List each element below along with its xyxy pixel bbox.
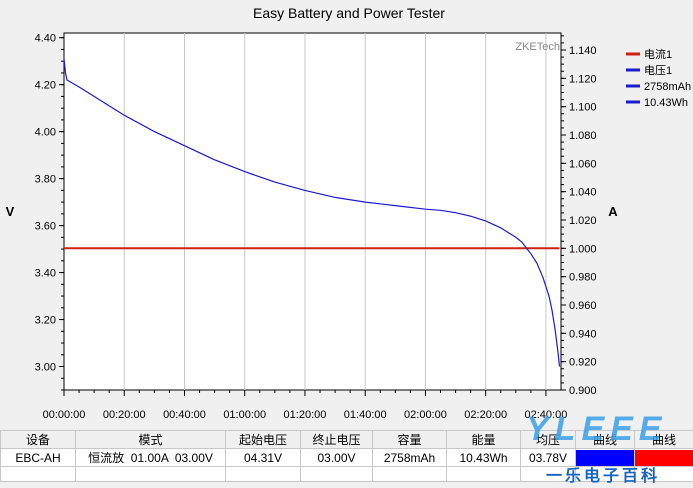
legend-entry: 电流1	[644, 47, 672, 61]
right-tick-label: 1.020	[569, 215, 597, 227]
left-axis: 4.40 4.20 4.00 3.80 3.60 3.40 3.20 3.00	[35, 33, 64, 391]
left-tick-label: 3.80	[35, 174, 56, 186]
plot-area	[63, 32, 562, 391]
header-start-voltage: 起始电压	[225, 430, 301, 449]
right-tick-label: 0.920	[569, 357, 597, 369]
table-row[interactable]: EBC-AH 恒流放 01.00A 03.00V 04.31V 03.00V 2…	[0, 448, 693, 467]
right-tick-label: 1.140	[569, 45, 597, 57]
x-tick-label: 01:20:00	[284, 409, 327, 421]
cell-start-voltage: 04.31V	[225, 448, 301, 467]
header-avg-voltage: 均压	[520, 430, 576, 449]
right-tick-label: 1.040	[569, 187, 597, 199]
x-tick-label: 02:00:00	[404, 409, 447, 421]
x-tick-label: 02:20:00	[464, 409, 507, 421]
x-tick-label: 01:40:00	[344, 409, 387, 421]
right-tick-label: 0.900	[569, 385, 597, 397]
left-tick-label: 4.20	[35, 80, 56, 92]
header-curve-2: 曲线	[634, 430, 693, 449]
cell-energy: 10.43Wh	[446, 448, 521, 467]
header-device: 设备	[0, 430, 76, 449]
right-tick-label: 0.940	[569, 328, 597, 340]
right-tick-label: 0.960	[569, 300, 597, 312]
left-tick-label: 3.60	[35, 221, 56, 233]
cell-mode: 恒流放 01.00A 03.00V	[75, 448, 226, 467]
status-table: 设备 模式 起始电压 终止电压 容量 能量 均压 曲线 曲线 EBC-AH 恒流…	[0, 430, 693, 482]
left-tick-label: 4.00	[35, 127, 56, 139]
right-tick-label: 1.060	[569, 158, 597, 170]
battery-chart: Easy Battery and Power Tester 4.404.204.…	[6, 5, 691, 421]
legend-entry: 2758mAh	[644, 81, 691, 93]
x-tick-label: 00:00:00	[43, 409, 86, 421]
header-energy: 能量	[446, 430, 521, 449]
cell-capacity: 2758mAh	[372, 448, 447, 467]
left-tick-label: 3.20	[35, 315, 56, 327]
x-tick-label: 02:40:00	[525, 409, 568, 421]
right-tick-label: 1.120	[569, 73, 597, 85]
legend: 电流1 电压1 2758mAh 10.43Wh	[626, 47, 691, 109]
cell-avg-voltage: 03.78V	[520, 448, 576, 467]
legend-entry: 电压1	[644, 64, 672, 77]
chart-title: Easy Battery and Power Tester	[253, 5, 445, 21]
right-tick-label: 1.000	[569, 243, 597, 255]
right-tick-label: 1.080	[569, 130, 597, 142]
x-tick-label: 00:20:00	[103, 409, 146, 421]
grid	[123, 33, 547, 390]
cell-end-voltage: 03.00V	[300, 448, 373, 467]
right-axis-label: A	[608, 204, 618, 219]
header-end-voltage: 终止电压	[300, 430, 373, 449]
x-axis: 00:00:00 00:20:00 00:40:00 01:00:00 01:20:00…	[43, 390, 568, 421]
header-mode: 模式	[75, 430, 226, 449]
right-axis: 1.140 1.120 1.100 1.080 1.060 1.040 1.020 1.000…	[561, 35, 597, 397]
header-capacity: 容量	[372, 430, 447, 449]
left-tick-label: 4.40	[35, 33, 56, 45]
x-tick-label: 00:40:00	[163, 409, 206, 421]
x-tick-label: 01:00:00	[223, 409, 266, 421]
cell-device: EBC-AH	[0, 448, 76, 467]
curve-2-swatch[interactable]	[634, 448, 693, 467]
right-tick-label: 0.980	[569, 272, 597, 284]
series-group	[63, 58, 561, 367]
table-header-row: 设备 模式 起始电压 终止电压 容量 能量 均压 曲线 曲线	[0, 430, 693, 449]
left-axis-label: V	[6, 204, 15, 219]
left-tick-label: 3.40	[35, 268, 56, 280]
watermark-label: ZKETech	[515, 41, 560, 53]
header-curve-1: 曲线	[575, 430, 635, 449]
table-row-empty	[0, 466, 693, 482]
left-tick-label: 3.00	[35, 362, 56, 374]
curve-1-swatch[interactable]	[575, 448, 635, 467]
right-tick-label: 1.100	[569, 102, 597, 114]
series-line-voltage	[63, 58, 561, 367]
legend-entry: 10.43Wh	[644, 97, 688, 109]
